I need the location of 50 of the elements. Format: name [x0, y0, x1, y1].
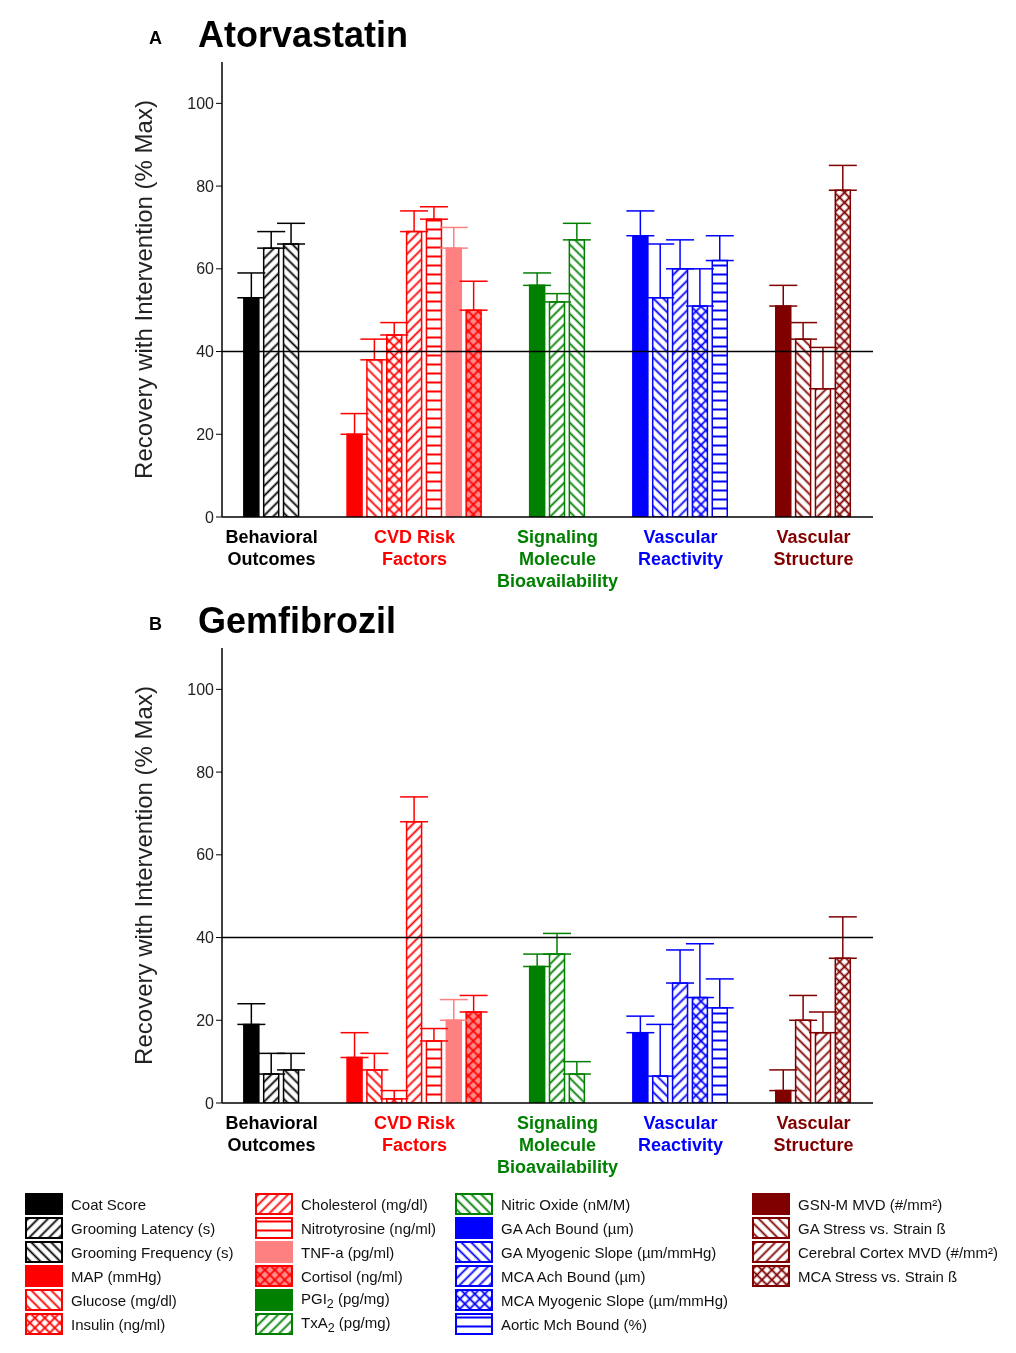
legend-label: Cerebral Cortex MVD (#/mm²) [798, 1243, 999, 1261]
legend-label: MCA Myogenic Slope (µm/mmHg) [501, 1291, 729, 1309]
legend-label: Aortic Mch Bound (%) [501, 1315, 647, 1333]
legend-label: MCA Ach Bound (µm) [501, 1267, 646, 1285]
legend-label: MCA Stress vs. Strain ß [798, 1267, 958, 1285]
legend-label: GA Ach Bound (µm) [501, 1219, 634, 1237]
text: B [149, 614, 162, 635]
legend-label: GA Myogenic Slope (µm/mmHg) [501, 1243, 717, 1261]
legend-label: Glucose (mg/dl) [71, 1291, 177, 1309]
x-tick-label: CVD Risk Factors [374, 1113, 457, 1155]
legend-label: Nitrotyrosine (ng/ml) [301, 1219, 437, 1237]
y-axis-title: Recovery with Intervention (% Max) [130, 686, 157, 1065]
x-tick-label: Behavioral Outcomes [225, 527, 318, 569]
y-tick-label: 40 [196, 929, 215, 947]
y-tick-label: 80 [196, 177, 215, 195]
x-tick-label: Vascular Reactivity [637, 527, 723, 569]
legend-label: Cortisol (ng/ml) [301, 1267, 403, 1285]
y-tick-label: 0 [205, 1094, 215, 1112]
legend-label: MAP (mmHg) [71, 1267, 162, 1285]
chart-title: Gemfibrozil [198, 600, 397, 642]
x-tick-label: Vascular Reactivity [637, 1113, 723, 1155]
x-tick-label: Vascular Structure [773, 527, 854, 569]
x-tick-label: Behavioral Outcomes [225, 1113, 318, 1155]
legend-label: Coat Score [71, 1195, 147, 1213]
y-tick-label: 60 [196, 260, 215, 278]
legend-label: Nitric Oxide (nM/M) [501, 1195, 631, 1213]
legend-label: TxA$_{2}$ (pg/mg) [301, 1313, 391, 1335]
x-tick-label: Signaling Molecule Bioavailability [496, 1113, 618, 1177]
y-tick-label: 0 [205, 508, 215, 526]
legend-label: Cholesterol (mg/dl) [301, 1195, 428, 1213]
y-tick-label: 40 [196, 343, 215, 361]
x-tick-label: Vascular Structure [773, 1113, 854, 1155]
x-tick-label: Signaling Molecule Bioavailability [496, 527, 618, 591]
legend-label: Insulin (ng/ml) [71, 1315, 166, 1333]
y-axis-title: Recovery with Intervention (% Max) [130, 100, 157, 479]
y-tick-label: 100 [187, 681, 215, 699]
x-tick-label: CVD Risk Factors [374, 527, 457, 569]
y-tick-label: 20 [196, 425, 215, 443]
text: A [149, 28, 162, 49]
legend-label: Grooming Frequency (s) [71, 1243, 234, 1261]
legend-label: GSN-M MVD (#/mm²) [798, 1195, 943, 1213]
y-tick-label: 60 [196, 846, 215, 864]
legend-label: Grooming Latency (s) [71, 1219, 216, 1237]
chart-title: Atorvastatin [198, 14, 409, 56]
y-tick-label: 100 [187, 95, 215, 113]
y-tick-label: 20 [196, 1011, 215, 1029]
legend-label: PGI$_{2}$ (pg/mg) [301, 1289, 390, 1311]
y-tick-label: 80 [196, 763, 215, 781]
legend-label: GA Stress vs. Strain ß [798, 1219, 946, 1237]
legend-label: TNF-a (pg/ml) [301, 1243, 395, 1261]
